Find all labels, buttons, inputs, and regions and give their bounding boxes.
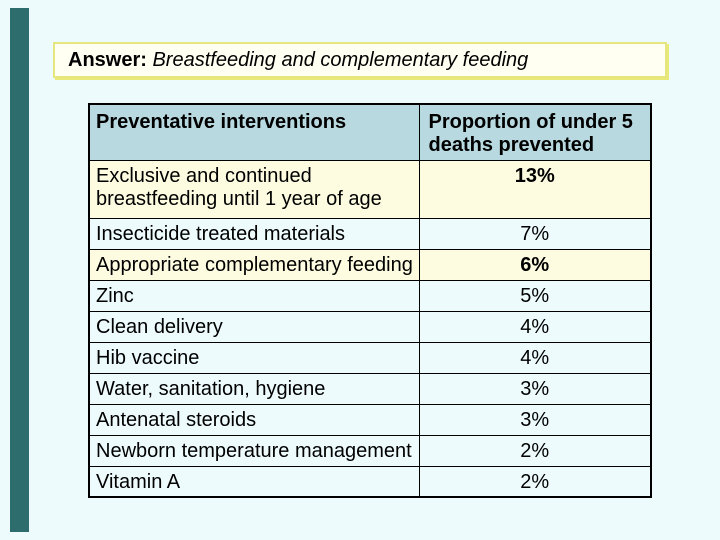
table-row: Appropriate complementary feeding 6% xyxy=(88,248,652,281)
proportion-cell: 2% xyxy=(418,465,652,498)
intervention-cell: Newborn temperature management xyxy=(88,434,420,467)
answer-title-box: Answer: Breastfeeding and complementary … xyxy=(53,42,667,78)
proportion-cell: 13% xyxy=(418,159,652,219)
interventions-table: Preventative interventions Proportion of… xyxy=(88,103,652,499)
intervention-cell: Zinc xyxy=(88,279,420,312)
table-row: Water, sanitation, hygiene 3% xyxy=(88,372,652,405)
table-row: Zinc 5% xyxy=(88,279,652,312)
intervention-cell: Insecticide treated materials xyxy=(88,217,420,250)
intervention-cell: Clean delivery xyxy=(88,310,420,343)
proportion-cell: 5% xyxy=(418,279,652,312)
column-header-proportion: Proportion of under 5 deaths prevented xyxy=(418,103,652,161)
intervention-cell: Vitamin A xyxy=(88,465,420,498)
table-row: Clean delivery 4% xyxy=(88,310,652,343)
intervention-cell: Appropriate complementary feeding xyxy=(88,248,420,281)
proportion-cell: 7% xyxy=(418,217,652,250)
table-header-row: Preventative interventions Proportion of… xyxy=(88,103,652,161)
proportion-cell: 3% xyxy=(418,403,652,436)
table-row: Newborn temperature management 2% xyxy=(88,434,652,467)
proportion-cell: 6% xyxy=(418,248,652,281)
intervention-cell: Exclusive and continued breastfeeding un… xyxy=(88,159,420,219)
intervention-cell: Hib vaccine xyxy=(88,341,420,374)
answer-label: Answer: xyxy=(68,48,153,71)
proportion-cell: 3% xyxy=(418,372,652,405)
intervention-cell: Water, sanitation, hygiene xyxy=(88,372,420,405)
table-row: Hib vaccine 4% xyxy=(88,341,652,374)
interventions-table-body: Exclusive and continued breastfeeding un… xyxy=(88,159,652,498)
proportion-cell: 4% xyxy=(418,310,652,343)
table-row: Insecticide treated materials 7% xyxy=(88,217,652,250)
proportion-cell: 4% xyxy=(418,341,652,374)
accent-bar xyxy=(10,8,29,532)
proportion-cell: 2% xyxy=(418,434,652,467)
table-row: Antenatal steroids 3% xyxy=(88,403,652,436)
table-row: Vitamin A 2% xyxy=(88,465,652,498)
column-header-interventions: Preventative interventions xyxy=(88,103,420,161)
table-row: Exclusive and continued breastfeeding un… xyxy=(88,159,652,219)
intervention-cell: Antenatal steroids xyxy=(88,403,420,436)
answer-text: Breastfeeding and complementary feeding xyxy=(152,48,529,71)
